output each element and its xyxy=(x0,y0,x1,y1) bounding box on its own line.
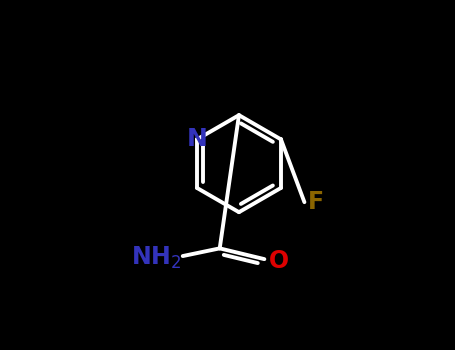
Text: N: N xyxy=(187,127,207,152)
Text: O: O xyxy=(269,249,289,273)
Text: F: F xyxy=(308,190,324,214)
Text: NH$_2$: NH$_2$ xyxy=(131,245,181,271)
